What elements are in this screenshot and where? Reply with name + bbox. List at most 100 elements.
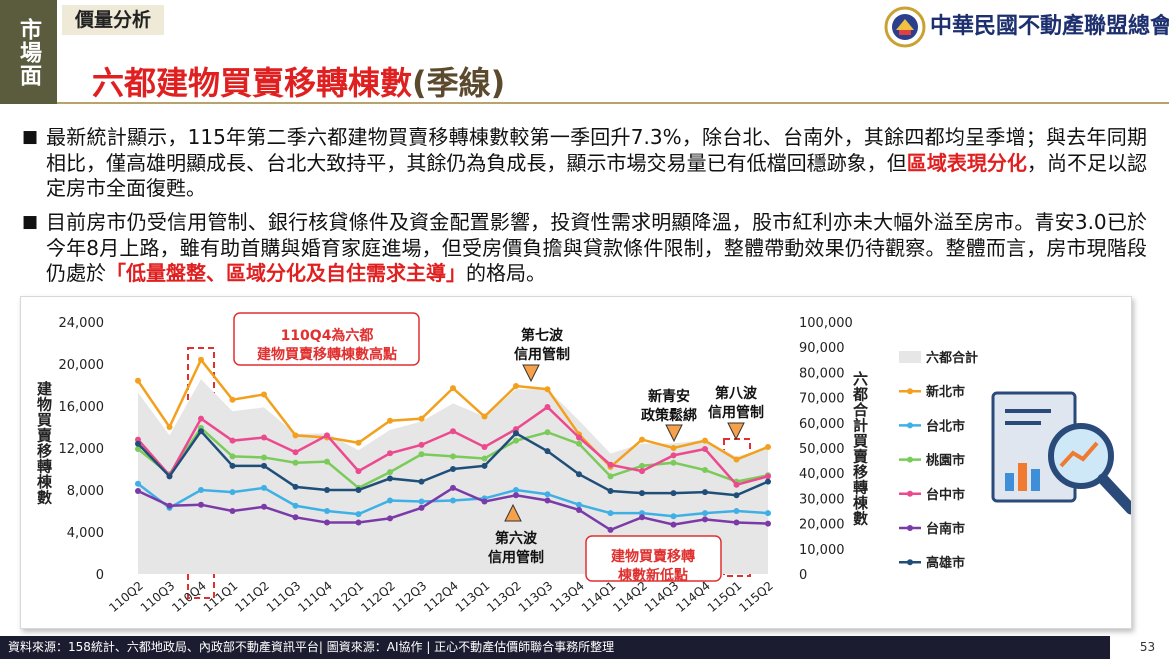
y-tick-label: 12,000 — [59, 442, 105, 457]
x-tick-label: 115Q2 — [736, 579, 776, 615]
x-tick-label: 110Q4 — [169, 579, 209, 615]
bullet-marker: ■ — [22, 127, 39, 147]
legend-label: 新北市 — [926, 384, 965, 400]
data-point — [261, 391, 267, 398]
data-point — [450, 484, 456, 491]
annotation-text: 第八波 — [715, 385, 758, 402]
x-tick-label: 112Q2 — [358, 579, 398, 615]
data-point — [607, 510, 614, 517]
annotation-text: 棟數新低點 — [618, 567, 688, 584]
data-point — [702, 446, 708, 453]
legend-swatch — [907, 388, 913, 395]
data-point — [292, 502, 299, 509]
data-point — [229, 396, 236, 403]
data-point — [639, 510, 645, 517]
data-point — [544, 448, 551, 455]
x-tick-label: 113Q1 — [453, 579, 493, 615]
data-point — [450, 428, 456, 435]
data-point — [166, 424, 173, 430]
text-segment: ，尚不足以認定房市全面復甦。 — [46, 150, 1148, 201]
data-point — [513, 487, 519, 493]
emphasis-text: 「低量盤整、區域分化及自住需求主導」 — [106, 261, 466, 285]
y-tick-label: 16,000 — [59, 400, 105, 415]
legend-label: 台南市 — [926, 521, 965, 537]
data-point — [450, 385, 456, 392]
text-segment: 最新統計顯示，115年第二季六都建物買賣移轉棟數較第一季回升7.3%，除台北、台… — [46, 125, 1147, 175]
y2-tick-label: 70,000 — [799, 392, 845, 407]
x-tick-label: 111Q3 — [264, 579, 304, 615]
data-point — [292, 514, 299, 521]
y2-tick-label: 90,000 — [799, 341, 845, 356]
y2-tick-label: 50,000 — [799, 442, 845, 457]
data-point — [733, 519, 740, 526]
data-point — [450, 453, 456, 460]
annotation-text: 110Q4為六都 — [281, 327, 374, 344]
data-point — [261, 503, 267, 510]
data-point — [670, 490, 677, 497]
x-tick-label: 113Q4 — [547, 579, 587, 615]
data-point — [544, 491, 551, 498]
data-point — [481, 443, 488, 450]
x-tick-label: 112Q3 — [390, 579, 430, 615]
data-point — [544, 404, 551, 411]
data-point — [418, 415, 425, 422]
data-point — [198, 415, 204, 422]
data-point — [324, 487, 330, 493]
data-point — [324, 458, 330, 465]
data-point — [733, 481, 740, 488]
data-point — [733, 456, 740, 463]
data-point — [355, 439, 362, 446]
x-tick-label: 111Q2 — [232, 579, 272, 615]
page-number: 53 — [1139, 640, 1156, 654]
data-point — [513, 492, 519, 499]
x-tick-label: 112Q1 — [327, 579, 367, 615]
annotation-text: 第六波 — [495, 530, 538, 547]
y2-tick-label: 40,000 — [799, 467, 845, 482]
annotation-marker — [727, 422, 745, 441]
data-point — [292, 432, 299, 439]
y2-tick-label: 0 — [799, 568, 807, 583]
data-point — [544, 429, 551, 436]
y2-tick-label: 30,000 — [799, 492, 845, 507]
data-point — [198, 428, 204, 435]
data-point — [576, 506, 582, 513]
legend-swatch — [907, 422, 913, 429]
data-point — [670, 513, 677, 520]
bullet-text: 目前房市仍受信用管制、銀行核貸條件及資金配置影響，投資性需求明顯降溫，股市紅利亦… — [46, 210, 1147, 287]
chart-panel: 0 4,000 8,000 12,000 16,000 20,000 24,000 0 10,0… — [20, 296, 1137, 629]
data-point — [765, 473, 771, 480]
x-tick-label: 113Q2 — [484, 579, 524, 615]
data-point — [702, 467, 708, 474]
data-point — [387, 515, 393, 522]
chart: 0 4,000 8,000 12,000 16,000 20,000 24,000 0 10,0… — [59, 312, 1137, 615]
annotation-marker — [522, 364, 540, 383]
data-point — [355, 511, 362, 518]
data-point — [261, 434, 267, 441]
x-tick-label: 110Q3 — [138, 579, 178, 615]
x-tick-label: 114Q4 — [673, 579, 713, 615]
data-point — [261, 454, 267, 461]
data-point — [261, 484, 267, 491]
data-point — [639, 436, 645, 443]
data-point — [387, 475, 393, 482]
annotation-text: 第七波 — [521, 327, 564, 344]
analysis-icon — [991, 391, 1137, 515]
annotation-marker — [665, 424, 683, 443]
data-point — [607, 488, 614, 495]
data-point — [513, 426, 519, 433]
data-point — [576, 434, 582, 441]
legend-label: 六都合計 — [926, 350, 978, 366]
data-point — [355, 468, 362, 475]
data-point — [198, 356, 204, 363]
data-point — [229, 462, 236, 469]
data-point — [418, 498, 425, 505]
y2-tick-label: 10,000 — [799, 543, 845, 558]
y2-tick-label: 20,000 — [799, 518, 845, 533]
data-point — [450, 497, 456, 504]
data-point — [229, 508, 236, 514]
x-tick-label: 115Q1 — [705, 579, 745, 615]
x-tick-label: 111Q4 — [295, 579, 335, 615]
x-tick-label: 114Q1 — [579, 579, 619, 615]
data-point — [135, 446, 141, 453]
